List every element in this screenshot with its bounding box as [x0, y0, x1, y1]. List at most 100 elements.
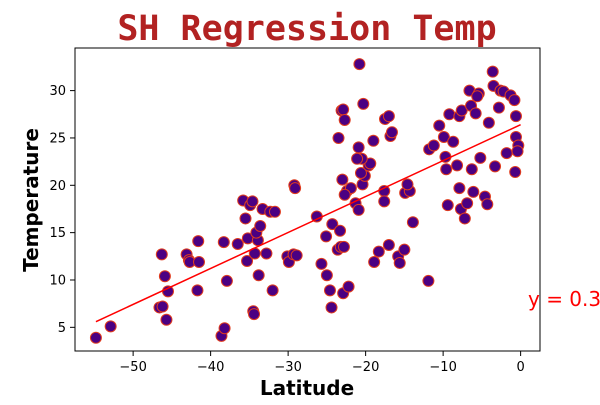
x-tick-label: −30: [274, 360, 301, 375]
data-point: [372, 245, 385, 258]
x-axis-label: Latitude: [260, 376, 354, 400]
data-point: [351, 152, 364, 165]
plot-area-frame: [74, 47, 541, 352]
data-point: [458, 212, 471, 225]
data-point: [325, 301, 338, 314]
x-tick-label: −50: [119, 360, 146, 375]
data-point: [231, 238, 244, 251]
data-point: [289, 182, 302, 195]
data-point: [382, 110, 395, 123]
data-point: [248, 308, 261, 321]
data-point: [320, 230, 333, 243]
data-point: [155, 248, 168, 261]
data-point: [268, 205, 281, 218]
data-point: [191, 284, 204, 297]
data-point: [89, 331, 102, 344]
regression-layer: [95, 124, 521, 323]
data-point: [469, 107, 482, 120]
data-point: [433, 119, 446, 132]
data-point: [239, 212, 252, 225]
data-point: [471, 90, 484, 103]
data-point: [260, 247, 273, 260]
y-tick-label: 10: [49, 273, 66, 288]
data-point: [323, 284, 336, 297]
data-point: [252, 269, 265, 282]
data-point: [254, 220, 267, 233]
y-tick-label: 20: [49, 179, 66, 194]
data-point: [378, 195, 391, 208]
regression-equation: y = 0.3: [528, 287, 600, 311]
data-point: [382, 238, 395, 251]
data-point: [443, 108, 456, 121]
data-point: [336, 173, 349, 186]
data-point: [217, 236, 230, 249]
data-point: [342, 280, 355, 293]
data-point: [406, 216, 419, 229]
y-axis-label: Temperature: [19, 128, 43, 272]
data-point: [455, 104, 468, 117]
y-tick-label: 5: [58, 321, 66, 336]
data-point: [158, 270, 171, 283]
data-point: [451, 159, 464, 172]
data-point: [509, 110, 522, 123]
data-point: [492, 101, 505, 114]
data-point: [315, 257, 328, 270]
data-point: [398, 243, 411, 256]
data-point: [393, 256, 406, 269]
data-point: [266, 284, 279, 297]
data-point: [320, 269, 333, 282]
data-point: [192, 235, 205, 248]
chart-title: SH Regression Temp: [117, 9, 496, 49]
data-point: [334, 224, 347, 237]
data-point: [447, 135, 460, 148]
data-point: [337, 240, 350, 253]
data-point: [193, 255, 205, 268]
data-point: [474, 151, 487, 164]
x-tick-label: −10: [429, 360, 456, 375]
data-point: [352, 141, 365, 154]
data-point: [427, 139, 440, 152]
data-point: [332, 131, 345, 144]
y-axis: 5 10 15 20 25 30: [49, 84, 75, 336]
data-point: [461, 197, 474, 210]
data-point: [482, 116, 495, 129]
data-point: [290, 249, 303, 262]
data-point: [489, 160, 502, 173]
data-point: [338, 188, 351, 201]
data-point: [467, 185, 480, 198]
data-point: [156, 300, 169, 313]
data-point: [241, 255, 254, 268]
data-point: [354, 166, 367, 179]
data-point: [218, 322, 231, 335]
data-point: [357, 97, 370, 110]
data-point: [422, 274, 435, 287]
data-point: [508, 94, 521, 107]
data-point: [437, 131, 450, 144]
data-point: [486, 65, 499, 78]
data-points: [89, 58, 525, 344]
x-tick-label: 0: [516, 360, 524, 375]
x-tick-label: −40: [197, 360, 224, 375]
data-point: [337, 103, 350, 116]
data-point: [511, 145, 524, 158]
data-point: [441, 199, 454, 212]
data-point: [401, 178, 414, 191]
regression-line: [95, 124, 521, 323]
data-point: [326, 218, 339, 231]
data-point: [353, 58, 366, 71]
y-tick-label: 25: [49, 131, 66, 146]
data-point: [220, 274, 233, 287]
data-point: [453, 182, 466, 195]
data-point: [440, 163, 453, 176]
data-point: [385, 126, 398, 139]
y-tick-label: 30: [49, 84, 66, 99]
data-point: [509, 166, 522, 179]
data-point: [338, 113, 351, 126]
data-point: [367, 134, 380, 147]
data-point: [465, 163, 478, 176]
y-tick-label: 15: [49, 226, 66, 241]
data-point: [352, 203, 365, 216]
x-axis: −50 −40 −30 −20 −10 0: [119, 351, 525, 375]
